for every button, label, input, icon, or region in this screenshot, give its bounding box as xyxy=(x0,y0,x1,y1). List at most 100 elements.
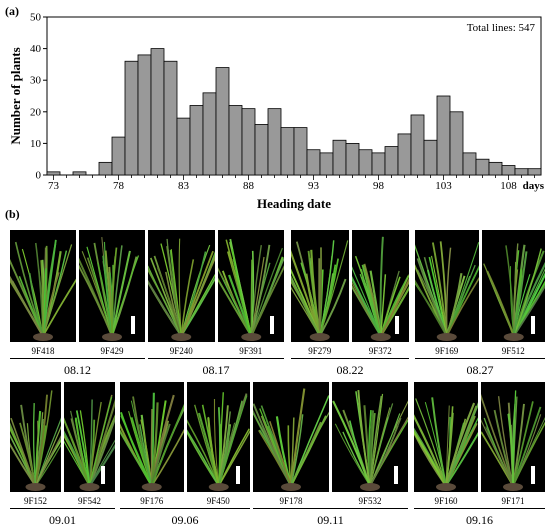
y-tick-label: 10 xyxy=(30,138,42,150)
histogram-bar xyxy=(46,171,61,176)
plant-line-label: 9F169 xyxy=(435,346,459,356)
plant-photo-9F171 xyxy=(481,382,545,492)
panel-b-label: (b) xyxy=(5,207,20,221)
histogram-bar xyxy=(176,117,191,176)
group-underline xyxy=(10,358,145,359)
plant-photo-9F152 xyxy=(10,382,61,492)
x-tick-label: 108 xyxy=(500,180,517,192)
histogram-bar xyxy=(488,161,503,176)
plant-line-label: 9F240 xyxy=(169,346,193,356)
rice-plant-image xyxy=(79,237,140,341)
plant-line-label: 9F176 xyxy=(140,496,164,506)
rice-plant-image xyxy=(217,238,284,341)
x-tick-label: 98 xyxy=(373,180,385,192)
heading-date-histogram: 0 10 20 30 40 50 73 78 83 88 93 98 103 108 days Heading… xyxy=(8,12,545,212)
group-underline xyxy=(120,508,250,509)
group-underline xyxy=(10,508,115,509)
plant-photo-9F429 xyxy=(79,230,145,342)
y-tick-label: 40 xyxy=(30,43,42,55)
group-underline xyxy=(414,508,545,509)
plant-line-label: 9F152 xyxy=(23,496,47,506)
group-underline xyxy=(291,358,409,359)
group-heading-date: 08.22 xyxy=(336,363,364,377)
plant-line-label: 9F279 xyxy=(308,346,332,356)
histogram-bar xyxy=(293,127,308,176)
rice-plant-image xyxy=(482,243,545,341)
x-axis-label: Heading date xyxy=(257,196,331,211)
group-heading-date: 08.17 xyxy=(202,363,230,377)
histogram-bar xyxy=(371,152,386,176)
y-tick-label: 20 xyxy=(30,106,42,118)
scale-bar xyxy=(270,316,274,334)
histogram-bar xyxy=(124,60,139,176)
histogram-bar xyxy=(384,146,399,176)
plant-line-label: 9F178 xyxy=(279,496,303,506)
group-heading-date: 09.16 xyxy=(466,513,493,527)
plant-photo-9F178 xyxy=(253,382,329,492)
plant-photo-9F240 xyxy=(148,230,215,342)
histogram-bar xyxy=(332,139,347,176)
x-tick-label: 88 xyxy=(243,180,255,192)
histogram-bar xyxy=(72,171,87,176)
x-tick-label: 93 xyxy=(308,180,320,192)
x-unit-label: days xyxy=(523,180,545,192)
group-heading-date: 09.06 xyxy=(171,513,199,527)
histogram-bar xyxy=(189,105,204,176)
plant-photo-9F450 xyxy=(186,382,250,492)
histogram-bar xyxy=(137,54,152,176)
rice-plant-image xyxy=(10,390,61,491)
plant-photo-9F169 xyxy=(415,230,479,342)
plant-photo-9F532 xyxy=(332,382,408,492)
y-tick-label: 50 xyxy=(30,12,42,24)
total-lines-annotation: Total lines: 547 xyxy=(467,22,536,34)
rice-plant-image xyxy=(414,397,478,491)
histogram-bar xyxy=(98,161,113,176)
histogram-bar xyxy=(358,149,373,176)
rice-plant-image xyxy=(415,241,479,341)
x-tick-label: 73 xyxy=(48,180,60,192)
group-heading-date: 09.01 xyxy=(49,513,76,527)
group-heading-date: 08.27 xyxy=(466,363,494,377)
histogram-bar xyxy=(215,67,230,176)
histogram-bar xyxy=(436,95,451,176)
group-heading-date: 09.11 xyxy=(317,513,344,527)
scale-bar xyxy=(236,466,240,484)
histogram-bar xyxy=(150,48,165,176)
histogram-bar xyxy=(228,105,243,176)
rice-plant-image xyxy=(186,392,250,491)
y-tick-label: 30 xyxy=(30,75,42,87)
plant-photo-9F279 xyxy=(291,230,349,342)
rice-plant-image xyxy=(291,240,349,341)
histogram-bar xyxy=(163,60,178,176)
panel-a-label: (a) xyxy=(5,4,19,18)
histogram-bar xyxy=(527,168,542,176)
scale-bar xyxy=(531,466,535,484)
plant-line-label: 9F429 xyxy=(100,346,124,356)
histogram-bar xyxy=(202,92,217,176)
rice-plant-image xyxy=(351,236,409,341)
plant-photo-9F160 xyxy=(414,382,478,492)
plant-line-label: 9F171 xyxy=(501,496,525,506)
histogram-bar xyxy=(254,124,269,176)
histogram-bar xyxy=(501,165,516,176)
x-tick-label: 103 xyxy=(435,180,452,192)
histogram-bar xyxy=(345,142,360,176)
scale-bar xyxy=(101,466,105,484)
histogram-bar xyxy=(423,139,438,176)
y-axis-label: Number of plants xyxy=(8,47,23,144)
rice-plant-image xyxy=(481,390,545,491)
plant-photo-9F372 xyxy=(351,230,409,342)
plant-line-label: 9F450 xyxy=(206,496,230,506)
plant-line-label: 9F160 xyxy=(434,496,458,506)
y-tick-label: 0 xyxy=(36,170,42,182)
plant-line-label: 9F542 xyxy=(77,496,101,506)
histogram-bar xyxy=(397,133,412,176)
rice-plant-image xyxy=(64,394,115,491)
rice-plant-image xyxy=(120,392,184,491)
rice-plant-image xyxy=(332,389,408,491)
scale-bar xyxy=(395,316,399,334)
plant-photo-9F512 xyxy=(481,230,545,342)
plant-photo-9F542 xyxy=(64,382,115,492)
plant-photo-9F418 xyxy=(10,230,76,342)
histogram-bar xyxy=(111,136,126,176)
